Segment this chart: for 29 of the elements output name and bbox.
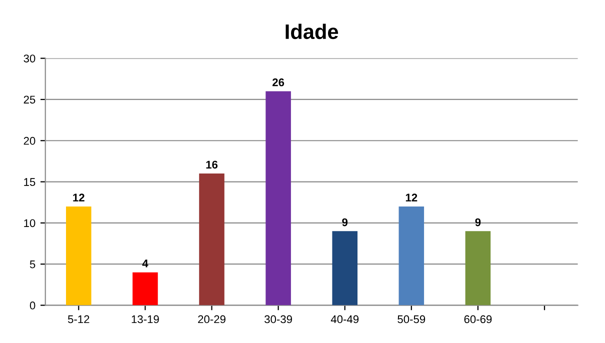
data-label: 9 <box>475 218 481 226</box>
x-tick-label: 50-59 <box>398 315 426 324</box>
bar <box>132 272 158 306</box>
chart-title: Idade <box>286 24 338 40</box>
data-label: 16 <box>206 160 218 169</box>
bar <box>465 231 491 306</box>
bar <box>266 91 291 306</box>
x-tick-label: 40-49 <box>330 315 359 324</box>
y-tick-label: 0 <box>30 302 36 310</box>
y-tick-label: 20 <box>24 136 36 145</box>
x-tick-label: 30-39 <box>264 315 292 324</box>
x-tick-label: 20-29 <box>198 315 226 324</box>
x-tick-label: 60-69 <box>464 315 492 324</box>
x-tick-label: 5-12 <box>68 315 90 324</box>
bar <box>199 174 224 306</box>
y-tick-label: 10 <box>24 219 36 228</box>
data-label: 12 <box>73 194 84 202</box>
data-label: 4 <box>142 260 148 268</box>
data-label: 9 <box>342 218 348 226</box>
bar <box>66 206 92 306</box>
y-tick-label: 25 <box>24 96 36 104</box>
bar <box>332 231 358 306</box>
y-tick-label: 5 <box>30 260 36 268</box>
data-label: 12 <box>406 194 418 202</box>
bar <box>398 206 424 306</box>
x-tick-label: 13-19 <box>132 315 159 324</box>
y-tick-label: 15 <box>24 178 36 186</box>
y-tick-label: 30 <box>24 54 36 62</box>
data-label: 26 <box>272 78 284 86</box>
